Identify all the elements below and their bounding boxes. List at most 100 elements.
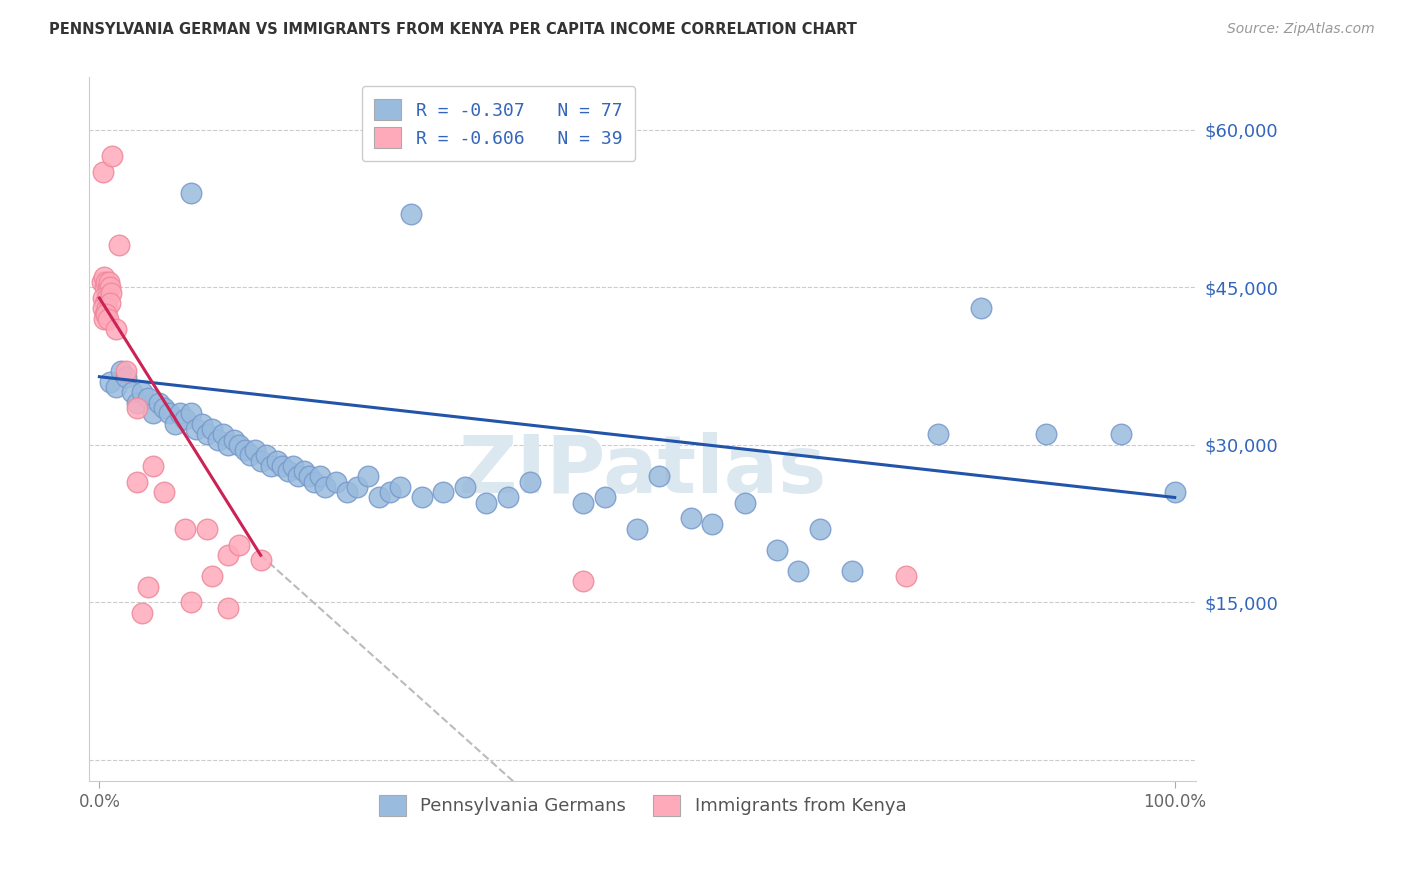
Point (153, 485, 176, 500)
Point (157, 407, 180, 421)
Point (125, 396, 148, 410)
Text: PENNSYLVANIA GERMAN VS IMMIGRANTS FROM KENYA PER CAPITA INCOME CORRELATION CHART: PENNSYLVANIA GERMAN VS IMMIGRANTS FROM K… (49, 22, 858, 37)
Point (180, 595, 202, 609)
Point (93, 312, 115, 326)
Point (217, 600, 239, 615)
Point (475, 496, 498, 510)
Point (174, 411, 197, 425)
Point (314, 480, 336, 494)
Point (647, 469, 669, 483)
Point (593, 491, 616, 505)
Point (107, 238, 129, 252)
Point (325, 475, 347, 489)
Point (153, 401, 176, 416)
Point (1035, 427, 1057, 442)
Point (110, 364, 132, 378)
Point (281, 458, 304, 473)
Point (411, 491, 433, 505)
Point (142, 458, 165, 473)
Point (894, 569, 917, 583)
Point (378, 485, 401, 500)
Point (308, 469, 330, 483)
Point (104, 322, 127, 336)
Point (249, 454, 271, 468)
Legend: Pennsylvania Germans, Immigrants from Kenya: Pennsylvania Germans, Immigrants from Ke… (370, 786, 915, 825)
Point (131, 606, 153, 620)
Point (245, 443, 267, 458)
Point (626, 522, 648, 536)
Point (927, 427, 949, 442)
Point (399, 207, 422, 221)
Point (101, 149, 124, 163)
Point (766, 543, 789, 558)
Point (201, 422, 224, 436)
Point (254, 449, 277, 463)
Point (222, 433, 245, 447)
Point (1163, 485, 1185, 500)
Point (266, 454, 288, 468)
Point (163, 417, 186, 431)
Point (94, 296, 117, 310)
Point (572, 496, 595, 510)
Point (808, 522, 831, 536)
Point (136, 580, 159, 594)
Point (454, 480, 477, 494)
Point (357, 469, 380, 483)
Point (432, 485, 454, 500)
Point (97, 312, 120, 326)
Point (91, 291, 114, 305)
Point (131, 385, 153, 400)
Point (233, 443, 256, 458)
Point (260, 458, 283, 473)
Point (572, 574, 595, 589)
Point (702, 516, 724, 531)
Point (180, 186, 202, 200)
Point (91, 301, 114, 316)
Point (519, 475, 541, 489)
Point (115, 364, 138, 378)
Point (174, 522, 197, 536)
Point (98, 296, 121, 310)
Point (346, 480, 368, 494)
Point (679, 511, 702, 525)
Point (136, 391, 159, 405)
Point (97, 280, 120, 294)
Point (93, 269, 115, 284)
Point (1109, 427, 1132, 442)
Point (207, 433, 229, 447)
Point (970, 301, 993, 316)
Point (148, 396, 170, 410)
Point (292, 464, 315, 478)
Point (195, 427, 218, 442)
Point (239, 449, 262, 463)
Point (277, 464, 299, 478)
Point (121, 385, 143, 400)
Point (96, 291, 118, 305)
Point (96, 301, 118, 316)
Point (195, 522, 218, 536)
Point (98, 280, 121, 294)
Point (368, 491, 391, 505)
Point (787, 564, 810, 578)
Point (249, 553, 271, 567)
Point (104, 380, 127, 394)
Point (190, 417, 212, 431)
Point (336, 485, 359, 500)
Point (304, 475, 326, 489)
Point (841, 564, 863, 578)
Point (94, 280, 117, 294)
Point (98, 275, 121, 289)
Point (217, 438, 239, 452)
Text: Source: ZipAtlas.com: Source: ZipAtlas.com (1227, 22, 1375, 37)
Point (271, 458, 294, 473)
Point (98, 375, 121, 389)
Point (212, 427, 235, 442)
Point (496, 491, 519, 505)
Point (125, 401, 148, 416)
Point (125, 475, 148, 489)
Point (169, 407, 191, 421)
Point (298, 469, 321, 483)
Point (94, 307, 117, 321)
Text: ZIPatlas: ZIPatlas (458, 433, 827, 510)
Point (228, 538, 250, 552)
